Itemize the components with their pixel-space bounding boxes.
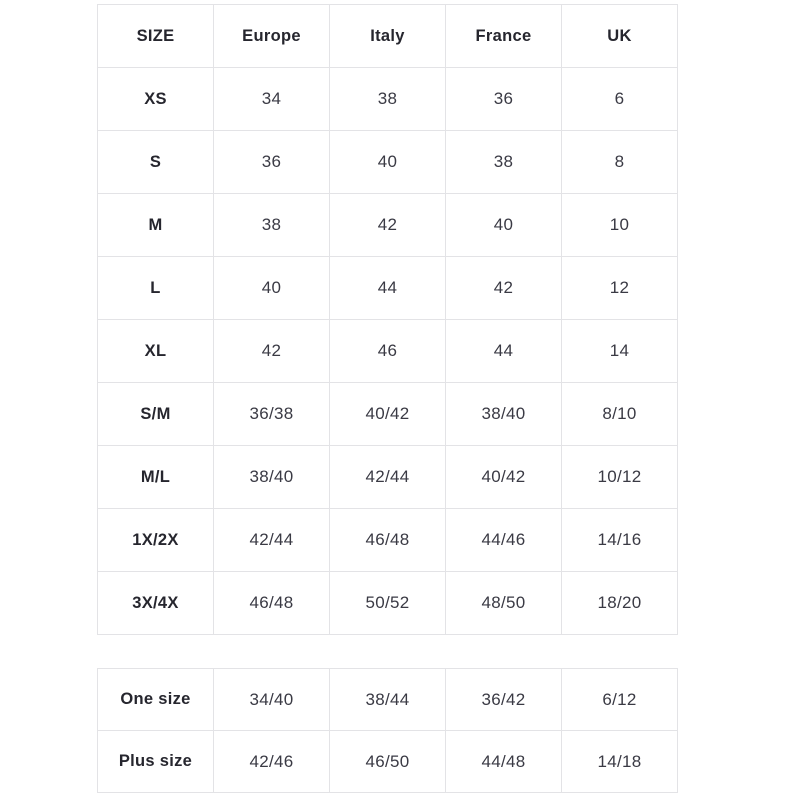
table-row: 1X/2X 42/44 46/48 44/46 14/16 — [97, 508, 678, 572]
row-label: S/M — [97, 382, 214, 446]
size-value-cell: 8 — [561, 130, 678, 194]
row-label: One size — [97, 668, 214, 731]
size-value-cell: 44 — [445, 319, 562, 383]
column-header: France — [445, 4, 562, 68]
size-value-cell: 10 — [561, 193, 678, 257]
size-value-cell: 50/52 — [329, 571, 446, 635]
size-value-cell: 46/48 — [329, 508, 446, 572]
size-value-cell: 42 — [213, 319, 330, 383]
size-value-cell: 42 — [329, 193, 446, 257]
size-value-cell: 44/46 — [445, 508, 562, 572]
size-value-cell: 10/12 — [561, 445, 678, 509]
size-value-cell: 44/48 — [445, 730, 562, 793]
size-value-cell: 40/42 — [445, 445, 562, 509]
size-value-cell: 38 — [329, 67, 446, 131]
size-value-cell: 6/12 — [561, 668, 678, 731]
size-value-cell: 44 — [329, 256, 446, 320]
size-value-cell: 48/50 — [445, 571, 562, 635]
row-label: S — [97, 130, 214, 194]
size-value-cell: 14/16 — [561, 508, 678, 572]
size-value-cell: 40 — [213, 256, 330, 320]
size-value-cell: 42 — [445, 256, 562, 320]
row-label: M — [97, 193, 214, 257]
size-value-cell: 46 — [329, 319, 446, 383]
size-value-cell: 38/40 — [213, 445, 330, 509]
size-value-cell: 36 — [445, 67, 562, 131]
size-value-cell: 8/10 — [561, 382, 678, 446]
size-value-cell: 46/48 — [213, 571, 330, 635]
row-label: 1X/2X — [97, 508, 214, 572]
column-header: UK — [561, 4, 678, 68]
row-label: 3X/4X — [97, 571, 214, 635]
row-label: XL — [97, 319, 214, 383]
column-header: SIZE — [97, 4, 214, 68]
row-label: XS — [97, 67, 214, 131]
table-row: One size 34/40 38/44 36/42 6/12 — [97, 668, 678, 731]
size-value-cell: 40/42 — [329, 382, 446, 446]
size-chart-page: SIZE Europe Italy France UK XS 34 38 36 6 S 36 40 38… — [97, 4, 678, 793]
size-value-cell: 14 — [561, 319, 678, 383]
size-value-cell: 42/44 — [213, 508, 330, 572]
table-row: Plus size 42/46 46/50 44/48 14/18 — [97, 730, 678, 793]
size-value-cell: 40 — [445, 193, 562, 257]
table-row: S 36 40 38 8 — [97, 130, 678, 194]
size-value-cell: 38 — [213, 193, 330, 257]
table-row: M/L 38/40 42/44 40/42 10/12 — [97, 445, 678, 509]
size-value-cell: 38/44 — [329, 668, 446, 731]
column-header: Europe — [213, 4, 330, 68]
size-value-cell: 42/46 — [213, 730, 330, 793]
size-value-cell: 34 — [213, 67, 330, 131]
size-value-cell: 40 — [329, 130, 446, 194]
row-label: Plus size — [97, 730, 214, 793]
size-value-cell: 34/40 — [213, 668, 330, 731]
size-value-cell: 12 — [561, 256, 678, 320]
table-row: M 38 42 40 10 — [97, 193, 678, 257]
size-value-cell: 36/38 — [213, 382, 330, 446]
size-value-cell: 14/18 — [561, 730, 678, 793]
column-header: Italy — [329, 4, 446, 68]
size-value-cell: 38 — [445, 130, 562, 194]
table-row: XS 34 38 36 6 — [97, 67, 678, 131]
size-value-cell: 36 — [213, 130, 330, 194]
row-label: M/L — [97, 445, 214, 509]
special-sizes-table: One size 34/40 38/44 36/42 6/12 Plus size 42/4… — [97, 668, 678, 793]
size-value-cell: 38/40 — [445, 382, 562, 446]
table-row: L 40 44 42 12 — [97, 256, 678, 320]
size-value-cell: 6 — [561, 67, 678, 131]
header-row: SIZE Europe Italy France UK — [97, 4, 678, 68]
size-conversion-table: SIZE Europe Italy France UK XS 34 38 36 6 S 36 40 38… — [97, 4, 678, 635]
row-label: L — [97, 256, 214, 320]
size-value-cell: 36/42 — [445, 668, 562, 731]
size-value-cell: 18/20 — [561, 571, 678, 635]
table-row: 3X/4X 46/48 50/52 48/50 18/20 — [97, 571, 678, 635]
size-value-cell: 46/50 — [329, 730, 446, 793]
table-row: S/M 36/38 40/42 38/40 8/10 — [97, 382, 678, 446]
table-row: XL 42 46 44 14 — [97, 319, 678, 383]
size-value-cell: 42/44 — [329, 445, 446, 509]
